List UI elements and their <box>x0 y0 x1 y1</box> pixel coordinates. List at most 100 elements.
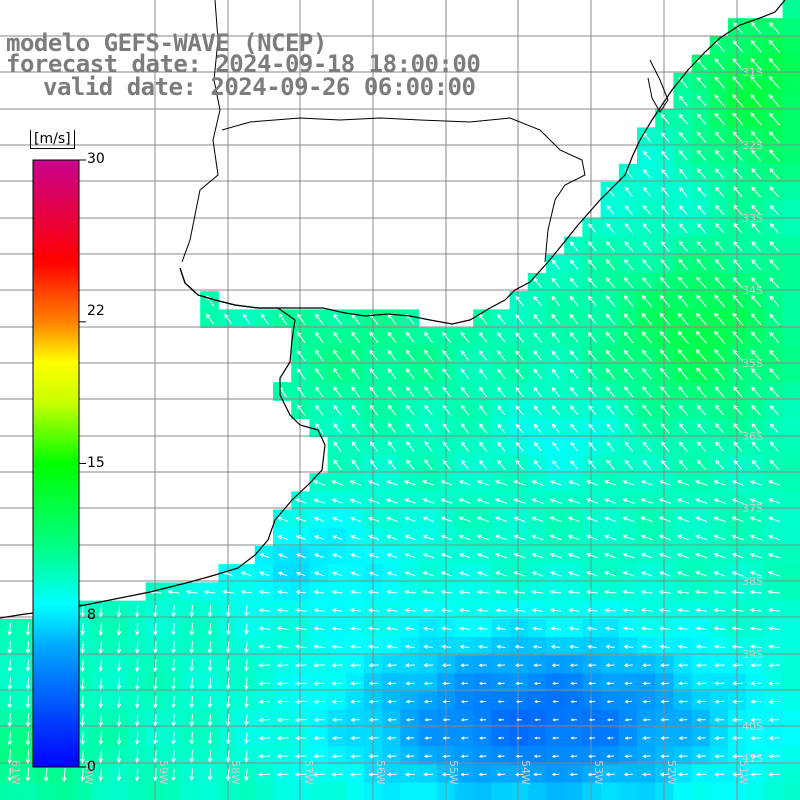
wind-arrow <box>624 718 632 722</box>
wind-arrow <box>244 677 249 691</box>
wind-arrow <box>497 718 504 722</box>
wind-arrow <box>767 552 781 559</box>
wind-arrow <box>768 112 780 126</box>
wind-arrow <box>606 459 615 470</box>
wind-arrow <box>368 735 379 741</box>
wind-arrow <box>350 571 361 577</box>
wind-arrow <box>478 423 488 434</box>
wind-arrow <box>369 441 378 452</box>
wind-speed-cell <box>327 782 347 800</box>
wind-speed-cell <box>564 637 583 656</box>
wind-arrow <box>768 699 780 705</box>
wind-speed-cell <box>764 582 783 601</box>
wind-arrow <box>660 681 670 686</box>
wind-speed-cell <box>691 764 711 783</box>
wind-speed-cell <box>673 746 692 765</box>
wind-arrow <box>714 131 725 144</box>
wind-arrow <box>369 422 379 434</box>
longitude-label: 51W <box>737 760 750 785</box>
wind-arrow <box>733 459 743 470</box>
wind-arrow <box>134 750 140 764</box>
wind-speed-cell <box>709 782 729 800</box>
wind-speed-cell <box>691 691 711 711</box>
wind-arrow <box>678 699 688 704</box>
wind-arrow <box>551 350 561 361</box>
wind-arrow <box>587 368 597 380</box>
wind-speed-cell <box>527 600 547 620</box>
wind-arrow <box>405 386 415 398</box>
wind-arrow <box>513 589 526 595</box>
wind-arrow <box>478 404 488 416</box>
wind-arrow <box>333 441 342 452</box>
wind-speed-cell <box>782 91 800 110</box>
wind-arrow <box>350 535 361 540</box>
wind-arrow <box>695 534 708 541</box>
wind-speed-cell <box>400 746 419 765</box>
wind-arrow <box>203 589 216 595</box>
wind-arrow <box>225 605 231 618</box>
wind-arrow <box>624 681 633 686</box>
wind-speed-cell <box>746 691 765 711</box>
wind-arrow <box>695 681 707 686</box>
wind-arrow <box>7 677 13 691</box>
coastline-path <box>179 0 786 325</box>
wind-arrow <box>751 441 761 452</box>
wind-speed-cell <box>564 764 583 783</box>
wind-arrow <box>586 608 598 613</box>
wind-arrow <box>549 534 562 541</box>
wind-arrow <box>569 259 579 270</box>
wind-speed-cell <box>673 618 692 638</box>
wind-speed-cell <box>746 728 765 747</box>
wind-speed-cell <box>418 764 438 783</box>
wind-speed-cell <box>127 746 146 765</box>
wind-arrow <box>276 626 289 631</box>
wind-arrow <box>205 313 215 325</box>
wind-speed-cell <box>309 637 328 656</box>
wind-arrow <box>171 623 176 636</box>
wind-arrow <box>660 204 670 216</box>
wind-arrow <box>513 534 526 541</box>
wind-arrow <box>642 718 651 722</box>
wind-arrow <box>387 331 397 344</box>
wind-speed-cell <box>345 764 365 783</box>
wind-arrow <box>367 644 380 650</box>
wind-arrow <box>660 241 670 252</box>
wind-arrow <box>623 313 634 326</box>
wind-arrow <box>733 168 743 180</box>
forecast-date: forecast date: 2024-09-18 18:00:00 <box>6 50 481 78</box>
wind-speed-cell <box>182 655 201 674</box>
wind-arrow <box>387 368 397 380</box>
wind-speed-cell <box>455 709 474 729</box>
wind-arrow <box>568 571 580 577</box>
wind-arrow <box>478 754 487 758</box>
wind-arrow <box>659 644 671 650</box>
wind-arrow <box>678 459 688 471</box>
wind-arrow <box>367 626 380 631</box>
wind-speed-cell <box>0 618 19 638</box>
wind-arrow <box>476 534 489 541</box>
wind-arrow <box>587 349 597 362</box>
wind-speed-cell <box>509 618 529 638</box>
wind-arrow <box>768 57 780 71</box>
wind-speed-cell <box>491 637 510 656</box>
wind-arrow <box>749 534 762 541</box>
wind-arrow <box>258 753 271 759</box>
wind-speed-cell <box>309 691 328 711</box>
wind-arrow <box>624 699 633 704</box>
wind-arrow <box>586 516 598 523</box>
wind-arrow <box>606 205 615 215</box>
wind-arrow <box>534 700 541 704</box>
wind-arrow <box>714 367 725 380</box>
wind-arrow <box>134 695 140 709</box>
wind-arrow <box>98 659 104 673</box>
wind-arrow <box>294 626 307 631</box>
wind-arrow <box>769 167 780 180</box>
wind-arrow <box>569 241 579 252</box>
wind-speed-cell <box>782 182 800 201</box>
wind-arrow <box>207 641 213 654</box>
wind-arrow <box>714 168 725 180</box>
wind-speed-cell <box>527 637 547 656</box>
wind-arrow <box>424 404 433 416</box>
wind-arrow <box>769 259 780 271</box>
longitude-label: 59W <box>157 760 170 785</box>
